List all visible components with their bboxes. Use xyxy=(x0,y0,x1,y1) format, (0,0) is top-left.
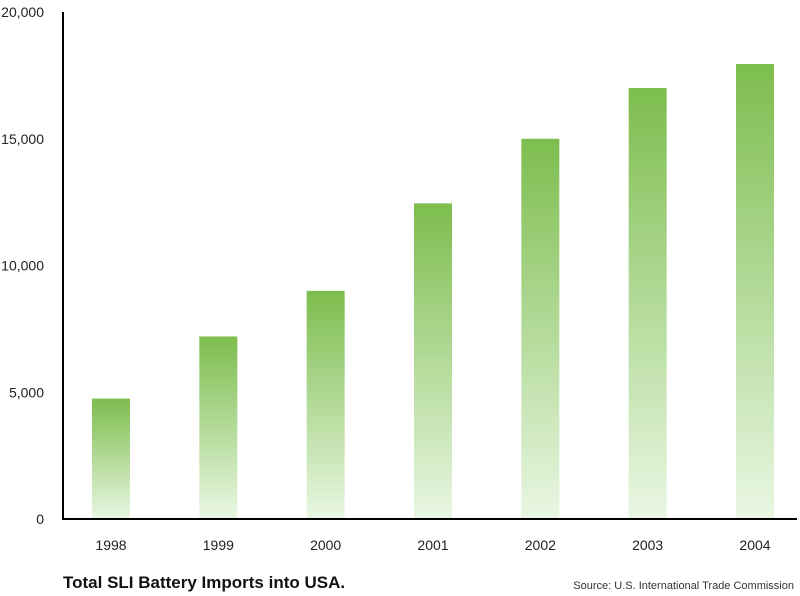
bar-2002 xyxy=(521,138,560,519)
chart-title: Total SLI Battery Imports into USA. xyxy=(63,573,346,592)
source-note: Source: U.S. International Trade Commiss… xyxy=(573,580,794,592)
y-tick-label: 0 xyxy=(36,511,44,527)
y-tick-label: 20,000 xyxy=(1,4,44,20)
bar-2001 xyxy=(414,203,452,519)
bar-chart: 0 5,000 10,000 15,000 20,000 1998 1999 2000 200… xyxy=(1,4,797,553)
y-tick-label: 10,000 xyxy=(1,258,44,274)
bar-2004 xyxy=(736,63,774,519)
bar-2000 xyxy=(306,290,345,519)
bar-2003 xyxy=(628,88,667,520)
x-tick-label: 2004 xyxy=(739,537,770,553)
x-tick-label: 1999 xyxy=(203,537,234,553)
x-tick-label: 1998 xyxy=(95,537,126,553)
y-tick-label: 15,000 xyxy=(1,131,44,147)
bar-1998 xyxy=(92,398,130,519)
x-tick-label: 2002 xyxy=(525,537,556,553)
y-axis-ticks: 0 5,000 10,000 15,000 20,000 xyxy=(1,4,44,527)
x-tick-label: 2000 xyxy=(310,537,341,553)
x-tick-label: 2001 xyxy=(417,537,448,553)
x-axis-ticks: 1998 1999 2000 2001 2002 2003 2004 xyxy=(95,537,770,553)
y-tick-label: 5,000 xyxy=(9,384,44,400)
bar-1999 xyxy=(199,336,238,519)
x-tick-label: 2003 xyxy=(632,537,663,553)
bars xyxy=(92,63,774,520)
